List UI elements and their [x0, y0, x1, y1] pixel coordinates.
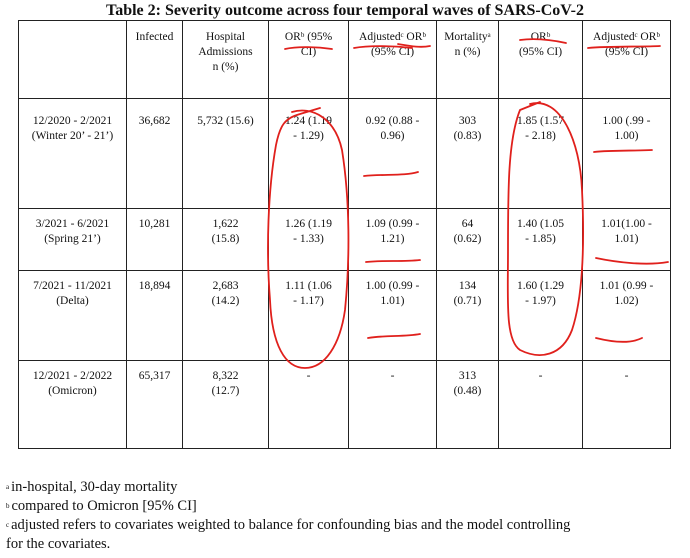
infected-cell: 10,281	[126, 208, 183, 271]
header-adjusted-or-mortality: Adjustedᶜ ORᵇ (95% CI)	[582, 20, 671, 99]
adjusted-or-hospital-cell: 1.09 (0.99 -1.21)	[348, 208, 437, 271]
period-cell: 12/2020 - 2/2021 (Winter 20’ - 21’)	[18, 98, 127, 209]
infected-cell: 65,317	[126, 360, 183, 449]
or-mortality-cell: -	[498, 360, 583, 449]
header-row: Infected Hospital Admissions n (%) ORᵇ (95…	[18, 20, 671, 99]
header-period	[18, 20, 127, 99]
hospital-cell: 8,322 (12.7)	[182, 360, 269, 449]
mortality-cell: 64 (0.62)	[436, 208, 499, 271]
mortality-cell: 303 (0.83)	[436, 98, 499, 209]
hospital-cell: 1,622 (15.8)	[182, 208, 269, 271]
or-hospital-cell: 1.11 (1.06- 1.17)	[268, 270, 349, 361]
header-hospital-admissions: Hospital Admissions n (%)	[182, 20, 269, 99]
footnotes: a in-hospital, 30-day mortality b compared…	[6, 478, 686, 554]
mortality-cell: 313 (0.48)	[436, 360, 499, 449]
adjusted-or-hospital-cell: -	[348, 360, 437, 449]
header-mortality: Mortalityᵃ n (%)	[436, 20, 499, 99]
adjusted-or-mortality-cell: -	[582, 360, 671, 449]
header-or-mortality: ORᵇ (95% CI)	[498, 20, 583, 99]
hospital-cell: 2,683 (14.2)	[182, 270, 269, 361]
table-row: 3/2021 - 6/2021 (Spring 21’) 10,281 1,622…	[18, 208, 671, 271]
period-cell: 3/2021 - 6/2021 (Spring 21’)	[18, 208, 127, 271]
table-row: 12/2020 - 2/2021 (Winter 20’ - 21’) 36,68…	[18, 98, 671, 209]
footnote: for the covariates.	[6, 536, 111, 552]
infected-cell: 36,682	[126, 98, 183, 209]
period-cell: 7/2021 - 11/2021 (Delta)	[18, 270, 127, 361]
table-row: 12/2021 - 2/2022 (Omicron) 65,317 8,322 (1…	[18, 360, 671, 449]
table-title: Table 2: Severity outcome across four te…	[105, 2, 584, 19]
or-mortality-cell: 1.60 (1.29- 1.97)	[498, 270, 583, 361]
adjusted-or-hospital-cell: 0.92 (0.88 -0.96)	[348, 98, 437, 209]
or-hospital-cell: -	[268, 360, 349, 449]
period-cell: 12/2021 - 2/2022 (Omicron)	[18, 360, 127, 449]
footnote: c adjusted refers to covariates weighted …	[6, 517, 571, 533]
severity-table: Infected Hospital Admissions n (%) ORᵇ (95…	[18, 20, 671, 449]
header-or-hospital: ORᵇ (95% CI)	[268, 20, 349, 99]
mortality-cell: 134 (0.71)	[436, 270, 499, 361]
header-infected: Infected	[126, 20, 183, 99]
hospital-cell: 5,732 (15.6)	[182, 98, 269, 209]
or-hospital-cell: 1.24 (1.19- 1.29)	[268, 98, 349, 209]
footnote: b compared to Omicron [95% CI]	[6, 498, 197, 514]
adjusted-or-mortality-cell: 1.00 (.99 -1.00)	[582, 98, 671, 209]
or-hospital-cell: 1.26 (1.19- 1.33)	[268, 208, 349, 271]
footnote: a in-hospital, 30-day mortality	[6, 479, 178, 495]
or-mortality-cell: 1.40 (1.05- 1.85)	[498, 208, 583, 271]
table-row: 7/2021 - 11/2021 (Delta) 18,894 2,683 (14.…	[18, 270, 671, 361]
or-mortality-cell: 1.85 (1.57- 2.18)	[498, 98, 583, 209]
header-adjusted-or-hospital: Adjustedᶜ ORᵇ (95% CI)	[348, 20, 437, 99]
infected-cell: 18,894	[126, 270, 183, 361]
adjusted-or-hospital-cell: 1.00 (0.99 -1.01)	[348, 270, 437, 361]
adjusted-or-mortality-cell: 1.01(1.00 -1.01)	[582, 208, 671, 271]
adjusted-or-mortality-cell: 1.01 (0.99 -1.02)	[582, 270, 671, 361]
